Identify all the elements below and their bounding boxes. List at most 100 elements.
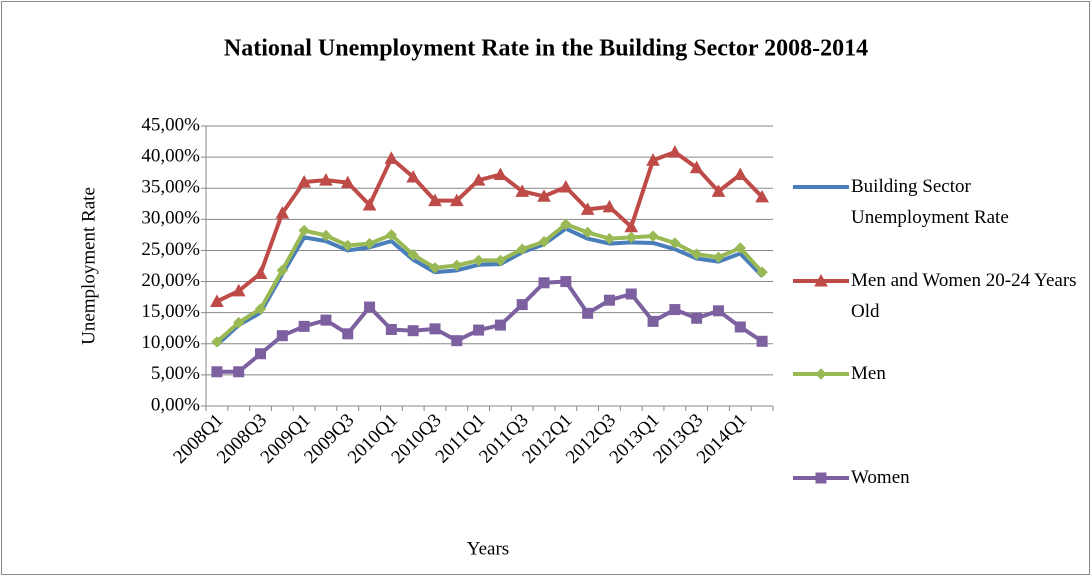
point	[210, 294, 224, 307]
point	[363, 237, 376, 250]
point	[211, 336, 223, 348]
point	[340, 175, 355, 189]
point	[668, 145, 682, 158]
point	[362, 197, 377, 211]
point	[603, 294, 615, 306]
point	[647, 230, 659, 242]
point	[407, 249, 419, 261]
point	[211, 366, 223, 378]
y-tick-label: 10,00%	[141, 332, 200, 353]
point	[516, 299, 528, 311]
point	[582, 307, 594, 319]
point	[449, 193, 464, 207]
point	[233, 366, 245, 378]
point	[756, 266, 768, 278]
point	[581, 226, 594, 239]
point	[429, 262, 441, 274]
point	[734, 242, 746, 254]
legend-label: Building Sector Unemployment Rate	[851, 176, 1009, 228]
point	[755, 189, 769, 203]
point	[473, 324, 485, 336]
point	[625, 231, 637, 244]
point	[815, 368, 827, 380]
point	[558, 179, 573, 193]
point	[298, 320, 310, 332]
point	[691, 312, 703, 324]
point	[384, 151, 399, 164]
point	[515, 184, 530, 197]
point	[233, 316, 245, 329]
y-tick-label: 45,00%	[141, 114, 200, 135]
y-tick-label: 15,00%	[141, 301, 200, 322]
legend-entry: Men and Women 20-24 Years Old	[851, 270, 1077, 322]
point	[275, 206, 290, 219]
point	[538, 236, 550, 248]
point	[231, 283, 246, 297]
point	[756, 335, 768, 347]
point	[538, 277, 550, 289]
point	[537, 189, 551, 202]
point	[733, 167, 748, 181]
legend-label: Men	[851, 363, 886, 384]
y-tick-label: 20,00%	[141, 270, 200, 291]
point	[815, 472, 827, 484]
legend-entry: Men	[851, 363, 886, 384]
point	[560, 218, 572, 231]
legend-label: Women	[851, 467, 910, 488]
point	[320, 314, 332, 326]
point	[451, 259, 463, 272]
point	[255, 348, 267, 360]
y-tick-label: 25,00%	[141, 239, 200, 260]
point	[276, 330, 288, 342]
y-tick-label: 35,00%	[141, 177, 200, 198]
legend-entry: Women	[851, 467, 910, 488]
y-tick-label: 0,00%	[151, 394, 200, 415]
point	[580, 202, 595, 215]
point	[493, 167, 508, 181]
y-tick-label: 30,00%	[141, 208, 200, 229]
legend-label: Men and Women 20-24 Years Old	[851, 270, 1077, 322]
y-tick-label: 40,00%	[141, 145, 200, 166]
point	[814, 273, 828, 287]
point	[276, 264, 289, 277]
point	[560, 276, 572, 288]
point	[254, 303, 267, 315]
series-line	[215, 226, 764, 347]
point	[516, 243, 528, 255]
point	[298, 224, 310, 237]
point	[364, 301, 376, 313]
point	[471, 173, 486, 186]
point	[712, 305, 724, 317]
point	[385, 323, 397, 335]
point	[690, 248, 703, 260]
point	[253, 266, 268, 279]
point	[647, 315, 659, 327]
point	[603, 232, 616, 245]
point	[734, 321, 746, 333]
point	[407, 325, 419, 337]
point	[646, 153, 660, 166]
legend-entry: Building Sector Unemployment Rate	[851, 176, 1009, 228]
point	[342, 328, 354, 340]
point	[297, 174, 311, 188]
y-axis-label: Unemployment Rate	[78, 187, 99, 345]
point	[320, 229, 332, 242]
point	[472, 254, 485, 267]
x-axis-label: Years	[467, 538, 509, 559]
point	[712, 251, 725, 263]
point	[669, 237, 681, 249]
point	[625, 288, 637, 300]
y-tick-label: 5,00%	[151, 363, 200, 384]
point	[319, 173, 333, 186]
point	[429, 323, 441, 335]
point	[342, 239, 354, 252]
chart-title: National Unemployment Rate in the Buildi…	[224, 36, 868, 62]
point	[669, 304, 681, 316]
point	[494, 254, 507, 267]
point	[428, 193, 442, 207]
point	[451, 335, 463, 347]
point	[494, 319, 506, 331]
point	[406, 169, 421, 183]
point	[711, 184, 726, 197]
